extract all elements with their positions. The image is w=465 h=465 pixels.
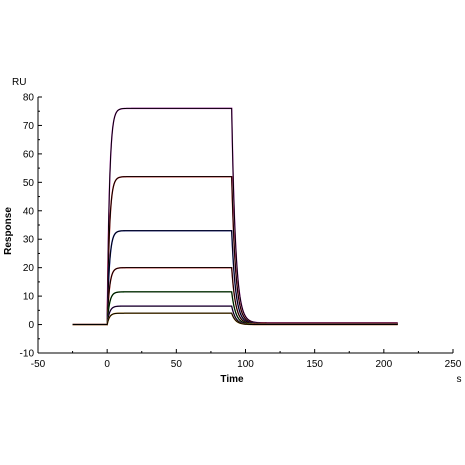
y-tick-label: 0 — [28, 320, 34, 331]
fit-curve-7 — [72, 312, 398, 326]
y-tick-label: 80 — [23, 93, 35, 104]
x-unit-label: s — [457, 374, 462, 385]
x-tick-label: 100 — [237, 359, 254, 370]
x-tick-label: 150 — [306, 359, 323, 370]
sensorgram-curves — [72, 107, 398, 326]
x-tick-label: 0 — [104, 359, 110, 370]
x-axis-label: Time — [220, 374, 244, 385]
y-unit-label: RU — [12, 77, 26, 88]
y-ticks: -10 0 10 20 30 40 50 60 70 80 — [20, 93, 42, 360]
y-axis-label: Response — [3, 207, 14, 255]
axes — [37, 97, 453, 354]
x-tick-label: 250 — [445, 359, 462, 370]
y-tick-label: 50 — [23, 178, 35, 189]
y-tick-label: 70 — [23, 121, 35, 132]
x-tick-label: 50 — [171, 359, 183, 370]
y-tick-label: 40 — [23, 206, 35, 217]
y-tick-label: 60 — [23, 149, 35, 160]
x-tick-label: -50 — [31, 359, 46, 370]
y-tick-label: 10 — [23, 292, 35, 303]
y-tick-label: 20 — [23, 263, 35, 274]
x-tick-label: 200 — [375, 359, 392, 370]
y-tick-label: 30 — [23, 235, 35, 246]
x-ticks: -50 0 50 100 150 200 250 — [31, 349, 462, 370]
y-tick-label: -10 — [20, 349, 35, 360]
